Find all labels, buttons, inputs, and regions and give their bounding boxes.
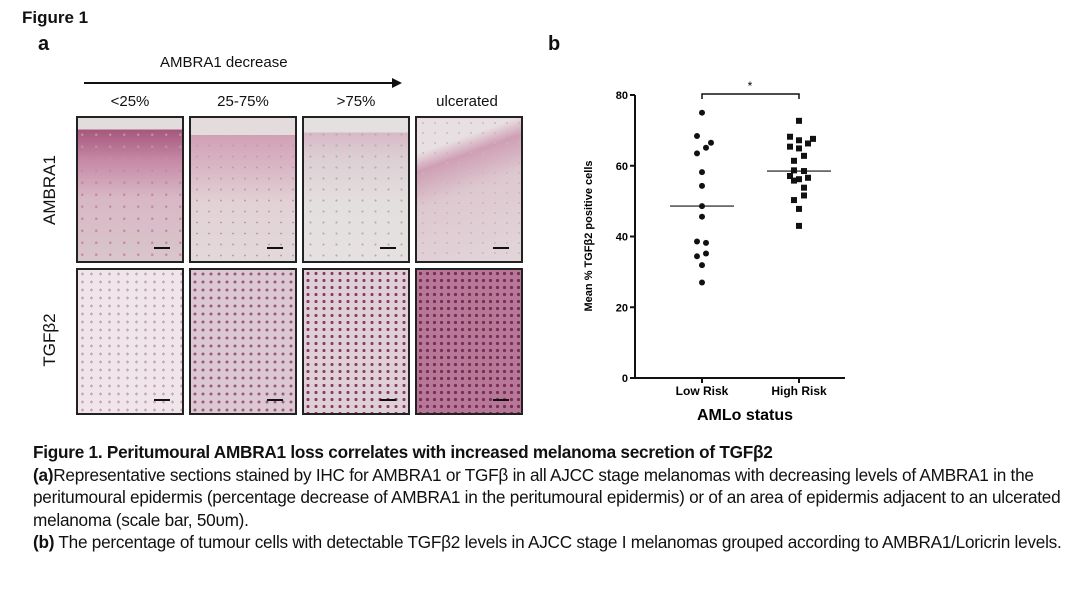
data-point xyxy=(703,239,709,246)
micrograph-ambra1-25-75 xyxy=(189,116,297,263)
micrograph-tgfb2-25-75 xyxy=(189,268,297,415)
figure-caption: Figure 1. Peritumoural AMBRA1 loss corre… xyxy=(33,441,1073,554)
data-point xyxy=(699,182,705,189)
scale-bar xyxy=(380,399,396,401)
data-point xyxy=(791,157,797,164)
panel-b-letter: b xyxy=(548,33,561,55)
data-point xyxy=(801,192,807,199)
data-point xyxy=(787,143,793,150)
panel-a-letter: a xyxy=(38,33,50,55)
data-point xyxy=(801,184,807,191)
scale-bar xyxy=(154,399,170,401)
y-tick-label: 60 xyxy=(616,161,628,173)
scale-bar xyxy=(493,399,509,401)
decrease-arrow xyxy=(84,82,394,84)
data-point xyxy=(703,250,709,257)
figure-label: Figure 1 xyxy=(22,8,89,27)
micrograph-ambra1-gt75 xyxy=(302,116,410,263)
data-point xyxy=(796,176,802,183)
data-point xyxy=(694,133,700,140)
data-point xyxy=(699,279,705,286)
caption-a-text: Representative sections stained by IHC f… xyxy=(33,464,1061,530)
x-tick-label: High Risk xyxy=(771,384,827,398)
data-point xyxy=(791,167,797,174)
scale-bar xyxy=(154,247,170,249)
data-point xyxy=(708,139,714,146)
data-point xyxy=(699,169,705,176)
data-point xyxy=(694,150,700,157)
data-point xyxy=(796,205,802,212)
y-tick-label: 80 xyxy=(616,90,628,102)
data-point xyxy=(796,117,802,124)
data-point xyxy=(801,152,807,159)
caption-title: Figure 1. Peritumoural AMBRA1 loss corre… xyxy=(33,442,773,462)
data-point xyxy=(791,177,797,184)
data-point xyxy=(810,135,816,142)
column-label: <25% xyxy=(110,93,150,110)
micrograph-tgfb2-lt25 xyxy=(76,268,184,415)
micrograph-ambra1-lt25 xyxy=(76,116,184,263)
scale-bar xyxy=(267,399,283,401)
micrograph-tgfb2-gt75 xyxy=(302,268,410,415)
data-point xyxy=(805,140,811,147)
data-point xyxy=(694,238,700,245)
scatter-chart: 0 20 40 60 80 Mean % TGFβ2 positive cells AM… xyxy=(583,79,845,424)
micrograph-tgfb2-ulcerated xyxy=(415,268,523,415)
column-label: 25-75% xyxy=(217,93,269,110)
data-point xyxy=(787,133,793,140)
data-point xyxy=(694,253,700,260)
data-point xyxy=(787,173,793,180)
y-tick-label: 40 xyxy=(616,232,628,244)
data-point xyxy=(703,144,709,151)
caption-b-text: The percentage of tumour cells with dete… xyxy=(54,532,1062,553)
caption-b-label: (b) xyxy=(33,532,55,553)
caption-a-label: (a) xyxy=(33,464,54,485)
data-point xyxy=(699,262,705,269)
data-point xyxy=(796,137,802,144)
data-point xyxy=(796,145,802,152)
scale-bar xyxy=(493,247,509,249)
significance-star: * xyxy=(748,79,753,93)
y-tick-label: 0 xyxy=(622,373,628,385)
data-point xyxy=(699,213,705,220)
y-axis-label: Mean % TGFβ2 positive cells xyxy=(583,161,595,312)
data-point xyxy=(805,174,811,181)
data-point xyxy=(796,222,802,229)
data-point xyxy=(791,197,797,204)
column-label: >75% xyxy=(336,93,376,110)
arrowhead-icon xyxy=(392,78,402,88)
significance-bracket xyxy=(701,93,800,99)
data-point xyxy=(699,109,705,116)
column-label: ulcerated xyxy=(436,93,498,110)
arrow-label: AMBRA1 decrease xyxy=(160,54,288,71)
scale-bar xyxy=(267,247,283,249)
scale-bar xyxy=(380,247,396,249)
x-axis-label: AMLo status xyxy=(697,407,793,424)
x-tick-label: Low Risk xyxy=(676,384,729,398)
y-tick-label: 20 xyxy=(616,302,628,314)
micrograph-ambra1-ulcerated xyxy=(415,116,523,263)
